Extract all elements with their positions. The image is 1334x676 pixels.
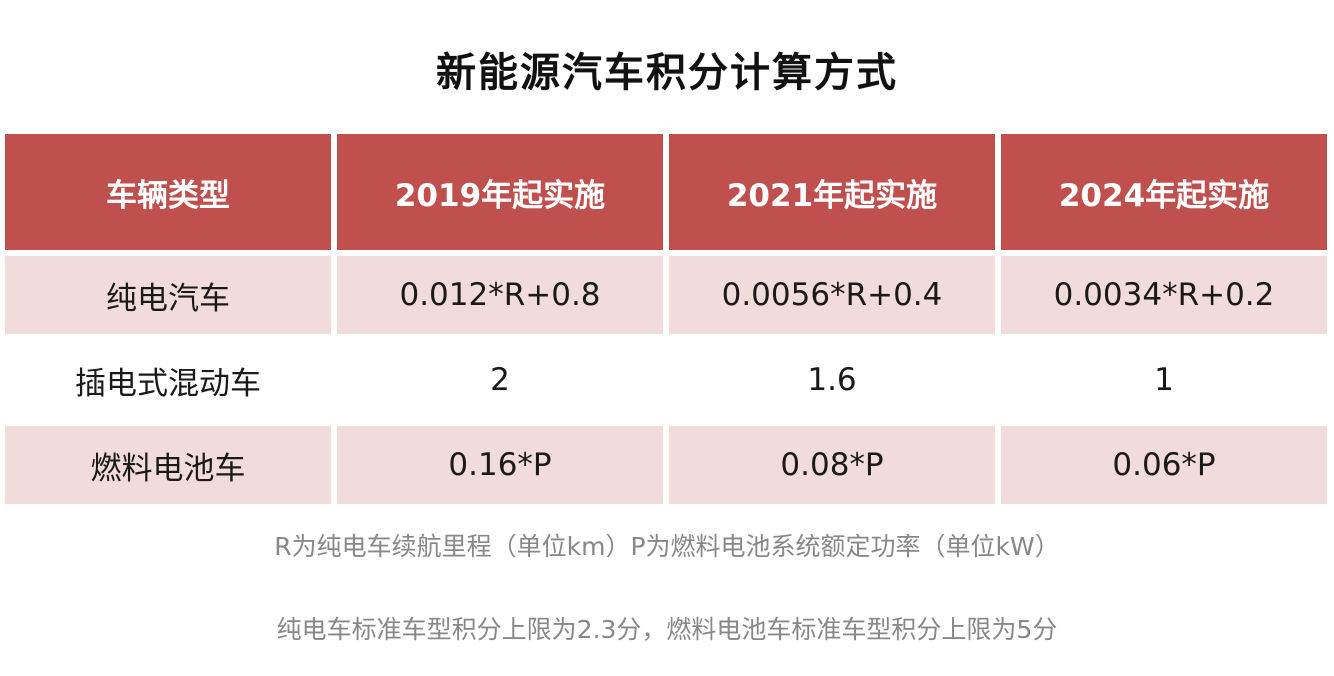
row-phev-2021: 1.6 — [669, 340, 995, 420]
row-fcev-2021: 0.08*P — [669, 426, 995, 504]
row-fcev-2024: 0.06*P — [1001, 426, 1327, 504]
row-bev-2024: 0.0034*R+0.2 — [1001, 256, 1327, 334]
row-bev-type: 纯电汽车 — [5, 256, 331, 334]
page-title: 新能源汽车积分计算方式 — [436, 50, 898, 96]
note-limits: 纯电车标准车型积分上限为2.3分，燃料电池车标准车型积分上限为5分 — [276, 615, 1058, 644]
points-table: 车辆类型 2019年起实施 2021年起实施 2024年起实施 纯电汽车 0.0… — [5, 134, 1327, 504]
header-vehicle-type: 车辆类型 — [5, 134, 331, 250]
row-bev-2019: 0.012*R+0.8 — [337, 256, 663, 334]
header-2019: 2019年起实施 — [337, 134, 663, 250]
row-phev-2024: 1 — [1001, 340, 1327, 420]
row-bev-2021: 0.0056*R+0.4 — [669, 256, 995, 334]
row-phev-2019: 2 — [337, 340, 663, 420]
row-fcev-2019: 0.16*P — [337, 426, 663, 504]
note-definitions: R为纯电车续航里程（单位km）P为燃料电池系统额定功率（单位kW） — [274, 532, 1060, 561]
header-2024: 2024年起实施 — [1001, 134, 1327, 250]
row-fcev-type: 燃料电池车 — [5, 426, 331, 504]
row-phev-type: 插电式混动车 — [5, 340, 331, 420]
header-2021: 2021年起实施 — [669, 134, 995, 250]
